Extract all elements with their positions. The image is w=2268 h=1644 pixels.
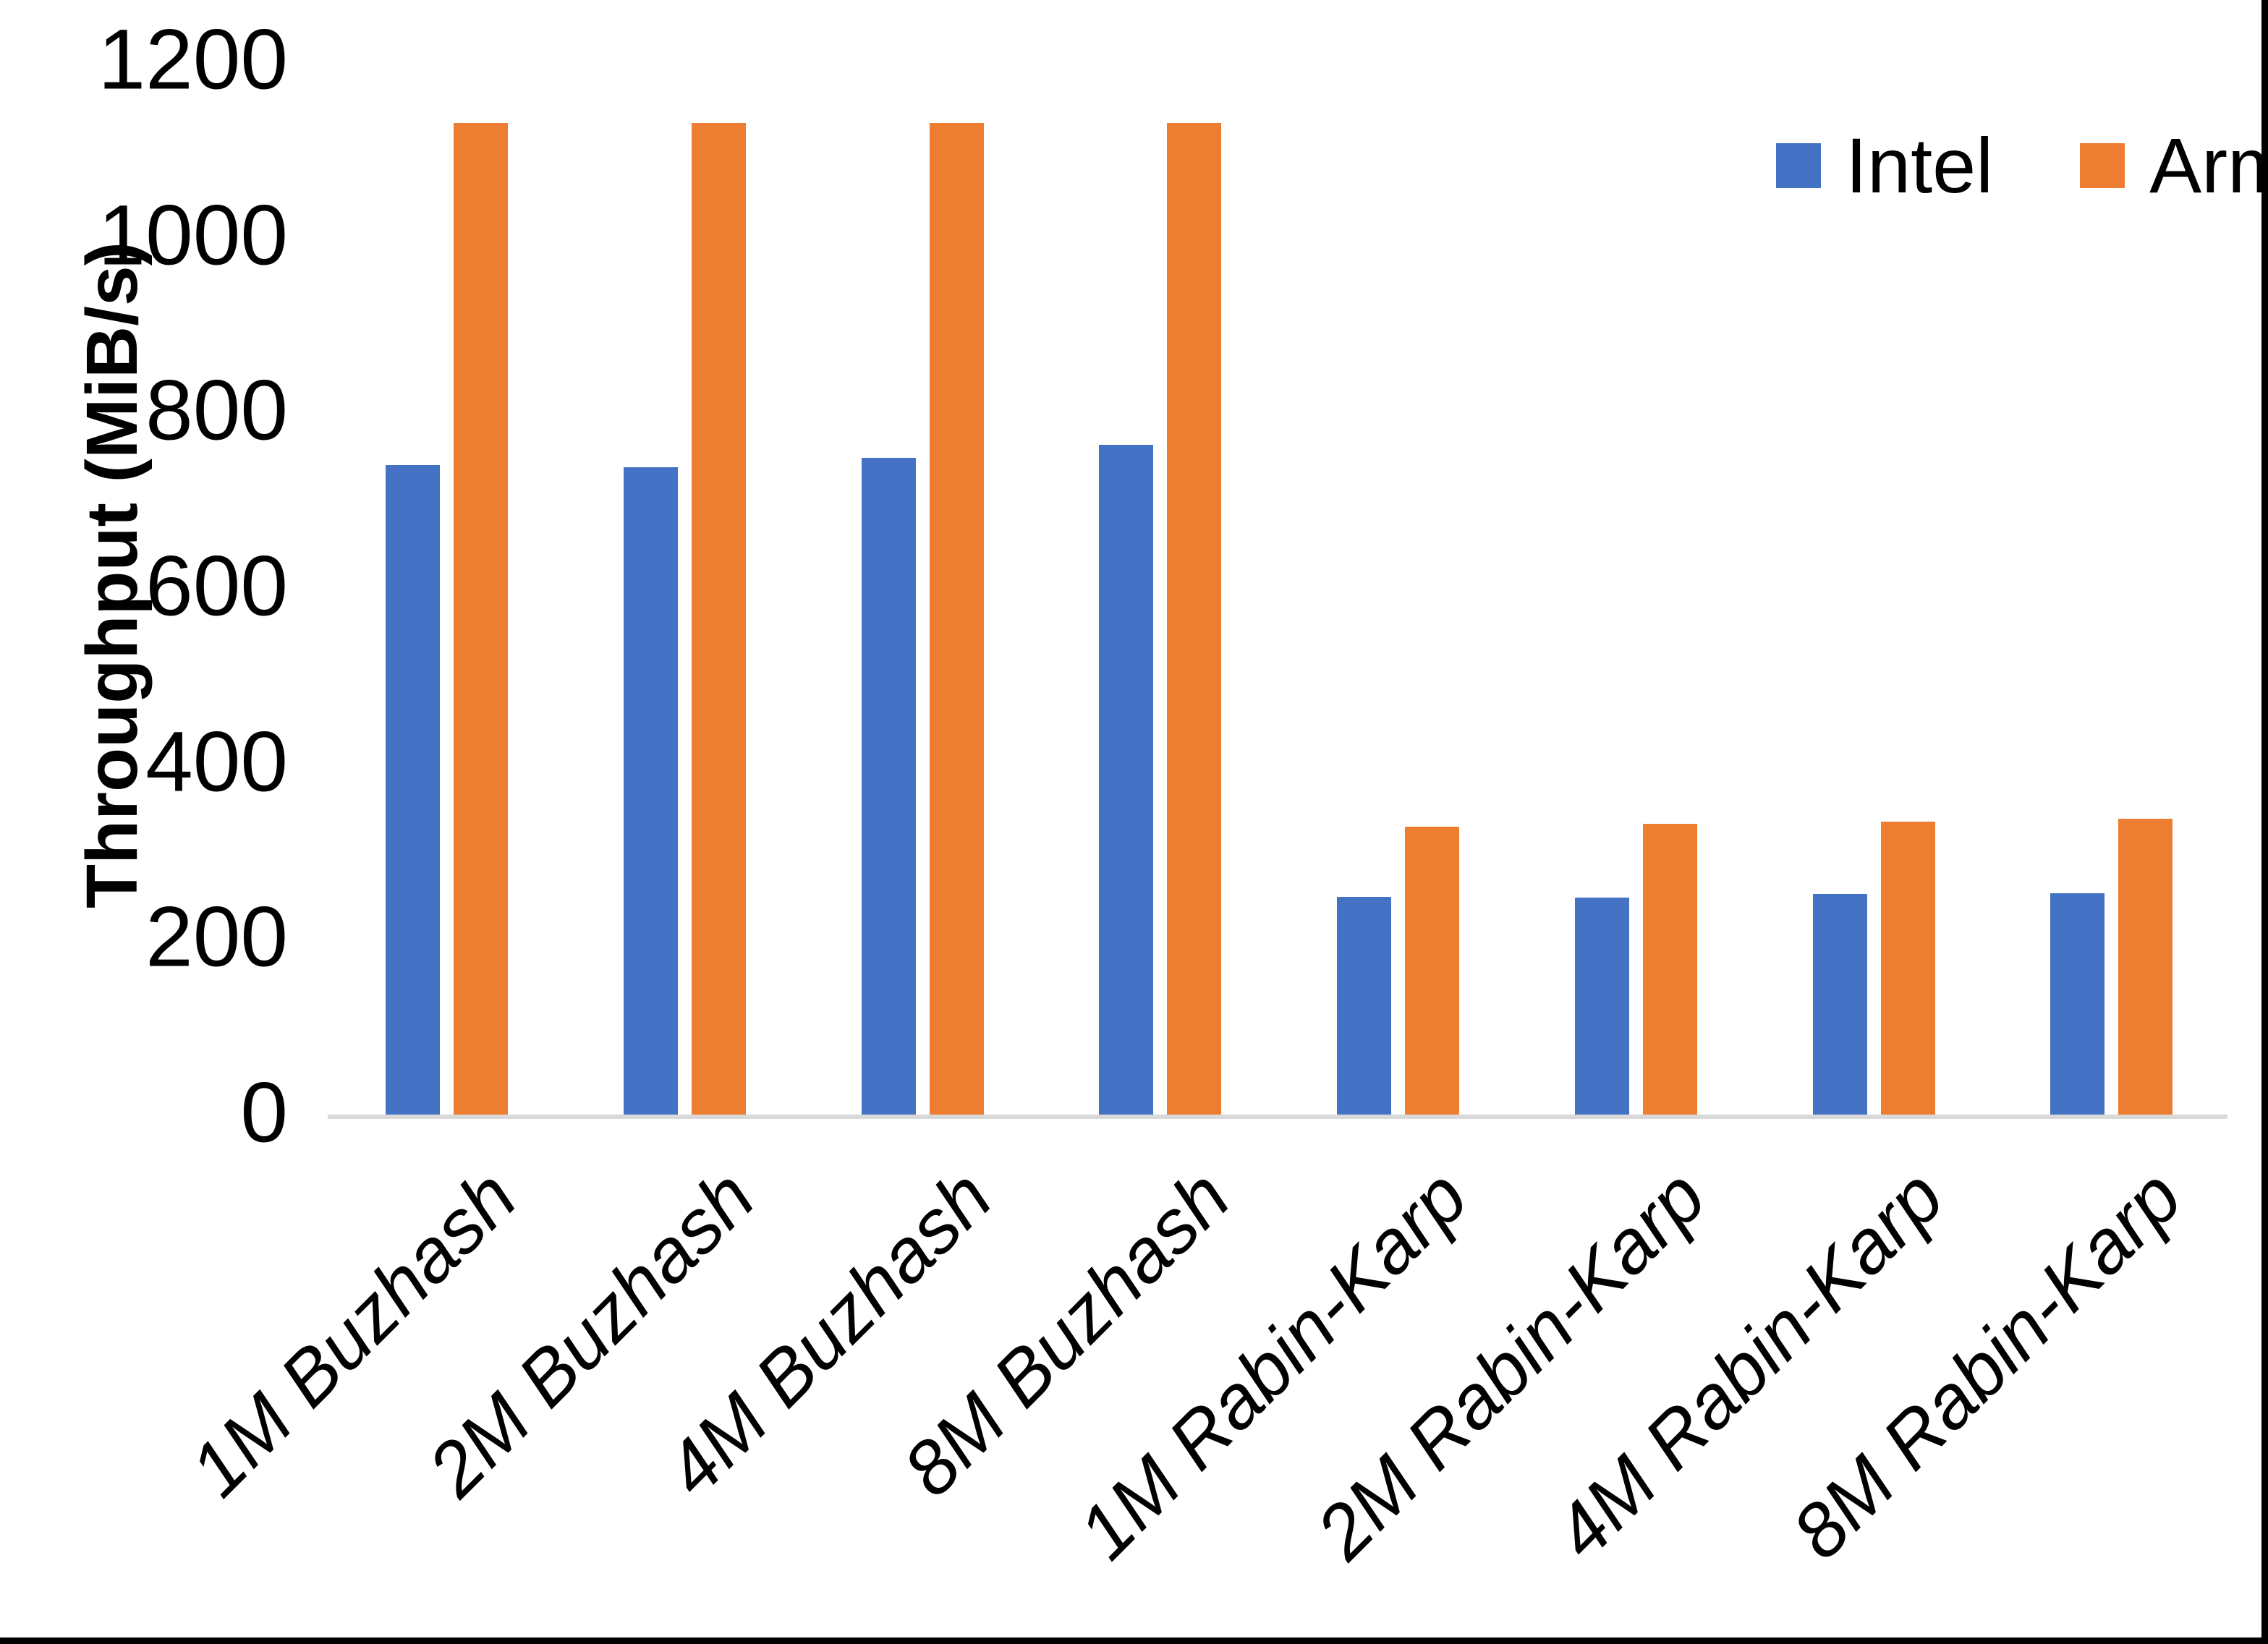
bar-intel-1m-rabin-karp <box>1337 897 1391 1115</box>
bar-intel-8m-rabin-karp <box>2050 893 2105 1115</box>
y-tick-label-600: 600 <box>145 538 288 634</box>
y-tick-label-1000: 1000 <box>98 187 288 284</box>
legend-swatch-arm <box>2080 143 2125 188</box>
bar-intel-2m-buzhash <box>623 467 678 1115</box>
legend: Intel Arm <box>1776 127 2268 205</box>
page-border-bottom <box>0 1637 2268 1644</box>
legend-item-intel: Intel <box>1776 127 1993 205</box>
bar-intel-8m-buzhash <box>1099 445 1154 1115</box>
legend-label-arm: Arm <box>2149 122 2268 209</box>
page-border-right <box>2261 0 2268 1644</box>
y-tick-label-800: 800 <box>145 362 288 459</box>
y-tick-label-1200: 1200 <box>98 12 288 108</box>
bar-arm-2m-buzhash <box>691 122 746 1115</box>
bar-arm-1m-buzhash <box>454 122 508 1115</box>
bar-arm-8m-buzhash <box>1167 122 1222 1115</box>
bar-arm-8m-rabin-karp <box>2118 819 2173 1115</box>
y-tick-label-200: 200 <box>145 889 288 985</box>
y-axis-title: Throughput (MiB/s) <box>72 242 153 908</box>
bar-arm-2m-rabin-karp <box>1642 824 1697 1115</box>
bar-intel-4m-rabin-karp <box>1812 894 1867 1115</box>
legend-label-intel: Intel <box>1846 122 1994 209</box>
legend-swatch-intel <box>1776 143 1821 188</box>
bar-intel-1m-buzhash <box>386 465 440 1115</box>
bar-arm-4m-rabin-karp <box>1880 821 1935 1115</box>
y-tick-label-0: 0 <box>240 1065 288 1161</box>
bar-intel-2m-rabin-karp <box>1574 898 1629 1115</box>
bar-arm-4m-buzhash <box>929 122 984 1115</box>
x-axis-line <box>328 1115 2227 1119</box>
bar-intel-4m-buzhash <box>861 458 916 1115</box>
bar-arm-1m-rabin-karp <box>1405 827 1459 1115</box>
legend-item-arm: Arm <box>2080 127 2268 205</box>
y-tick-label-400: 400 <box>145 714 288 810</box>
